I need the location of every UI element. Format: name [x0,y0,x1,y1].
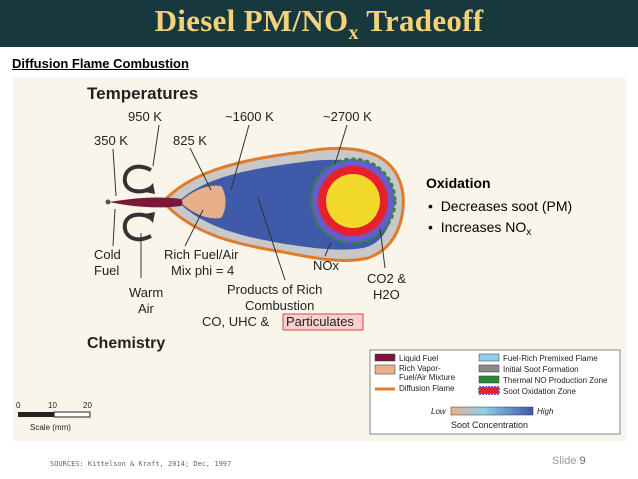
upper-arrow-head [145,183,155,194]
legend-liquid-fuel: Liquid Fuel [399,354,438,363]
sources-citation: SOURCES: Kittelson & Kraft, 2014; Dec, 1… [50,460,232,468]
oxidation-bullet-2: • Increases NOx [428,219,532,238]
oxidation-heading: Oxidation [426,175,491,191]
title-bar [0,0,638,47]
scale-bar: 0 10 20 Scale (mm) [16,401,92,432]
co2-label: CO2 & [367,271,406,286]
legend-thermal-no: Thermal NO Production Zone [503,376,608,385]
legend-soot-oxidation: Soot Oxidation Zone [503,387,576,396]
air-entrainment-arrows [122,164,153,242]
cold-label: Cold [94,247,121,262]
legend-initial-soot: Initial Soot Formation [503,365,579,374]
scale-tick-20: 20 [83,401,92,410]
diagram-figure: Temperatures Chemistry 350 K 950 K 825 K… [13,78,626,441]
rich-mix-label-1: Rich Fuel/Air [164,247,239,262]
particulates-label: Particulates [286,314,354,329]
h2o-label: H2O [373,287,400,302]
temp-1600-label: ~1600 K [225,109,274,124]
scale-tick-10: 10 [48,401,57,410]
nox-label: NOx [313,258,340,273]
slide-number: Slide 9 [552,455,586,467]
products-label-3: CO, UHC & [202,314,270,329]
temp-2700-label: ~2700 K [323,109,372,124]
flame-diagram: Temperatures Chemistry 350 K 950 K 825 K… [16,84,621,435]
particulates-highlight [282,313,364,331]
scale-tick-0: 0 [16,401,21,410]
diffusion-flame-plume [105,146,405,262]
warm-label: Warm [129,285,163,300]
legend-rich-vapor-1: Rich Vapor- [399,364,441,373]
legend-soot-concentration: Soot Concentration [451,420,528,430]
chemistry-heading: Chemistry [87,335,165,352]
scale-label: Scale (mm) [30,423,71,432]
leader-lines [112,124,386,281]
legend: Liquid Fuel Rich Vapor- Fuel/Air Mixture… [369,349,621,435]
section-subheading: Diffusion Flame Combustion [12,56,189,71]
products-label-1: Products of Rich [227,282,322,297]
slide-title: Diesel PM/NOx Tradeoff [154,3,484,44]
products-label-2: Combustion [245,298,314,313]
temp-350-label: 350 K [94,133,128,148]
legend-premixed-flame: Fuel-Rich Premixed Flame [503,354,598,363]
temp-825-label: 825 K [173,133,207,148]
temp-950-label: 950 K [128,109,162,124]
legend-low: Low [431,407,447,416]
legend-diffusion-flame: Diffusion Flame [399,384,455,393]
fuel-label: Fuel [94,263,119,278]
temperatures-heading: Temperatures [87,84,198,103]
legend-high: High [537,407,554,416]
oxidation-bullet-1: • Decreases soot (PM) [428,198,573,214]
air-label: Air [138,301,155,316]
lower-arrow-head [145,212,155,223]
legend-rich-vapor-2: Fuel/Air Mixture [399,373,456,382]
rich-mix-label-2: Mix phi = 4 [171,263,234,278]
